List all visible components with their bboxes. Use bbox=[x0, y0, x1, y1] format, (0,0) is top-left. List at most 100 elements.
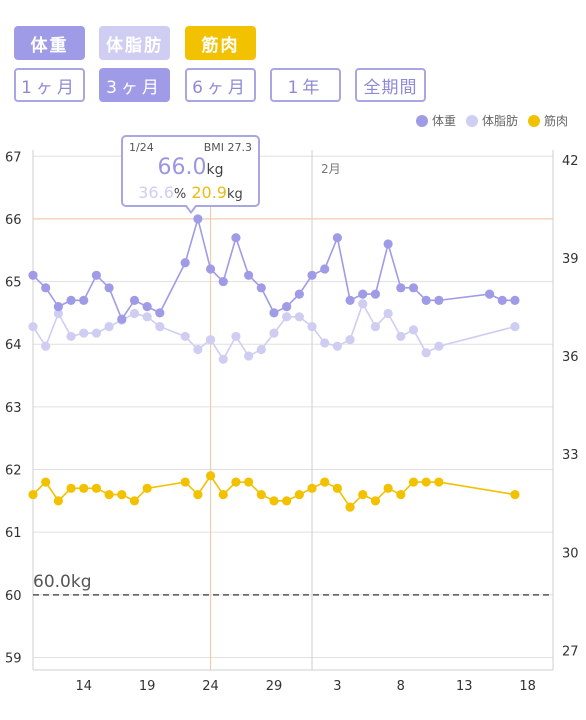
weight-data-point[interactable] bbox=[421, 295, 431, 305]
weight-data-point[interactable] bbox=[28, 270, 38, 280]
metric-tab-muscle[interactable]: 筋肉 bbox=[185, 26, 256, 60]
period-tab-all-time[interactable]: 全期間 bbox=[355, 68, 426, 102]
body-fat-data-point[interactable] bbox=[41, 341, 51, 351]
weight-data-point[interactable] bbox=[383, 239, 393, 249]
body-fat-data-point[interactable] bbox=[307, 322, 317, 332]
muscle-data-point[interactable] bbox=[180, 477, 190, 487]
muscle-data-point[interactable] bbox=[408, 477, 419, 487]
muscle-data-point[interactable] bbox=[345, 502, 355, 512]
body-fat-data-point[interactable] bbox=[320, 338, 330, 348]
body-fat-data-point[interactable] bbox=[231, 331, 241, 342]
muscle-data-point[interactable] bbox=[231, 477, 241, 487]
body-fat-data-point[interactable] bbox=[129, 308, 140, 319]
legend-item-body-fat[interactable]: 体脂肪 bbox=[465, 112, 518, 129]
body-fat-data-point[interactable] bbox=[383, 308, 393, 319]
muscle-data-point[interactable] bbox=[193, 489, 203, 500]
muscle-data-point[interactable] bbox=[421, 477, 431, 487]
muscle-data-point[interactable] bbox=[332, 483, 342, 493]
muscle-data-point[interactable] bbox=[79, 483, 89, 493]
weight-data-point[interactable] bbox=[66, 295, 76, 305]
weight-data-point[interactable] bbox=[218, 276, 228, 287]
metric-tab-body-fat[interactable]: 体脂肪 bbox=[99, 26, 170, 60]
legend-item-weight[interactable]: 体重 bbox=[415, 112, 456, 129]
weight-data-point[interactable] bbox=[256, 283, 266, 293]
body-fat-data-point[interactable] bbox=[434, 341, 444, 351]
weight-data-point[interactable] bbox=[193, 214, 203, 224]
muscle-data-point[interactable] bbox=[294, 489, 304, 500]
weight-data-point[interactable] bbox=[53, 302, 63, 312]
body-fat-data-point[interactable] bbox=[53, 308, 63, 319]
weight-data-point[interactable] bbox=[91, 270, 102, 280]
weight-data-point[interactable] bbox=[510, 295, 520, 305]
period-tab-3-months[interactable]: 3ヶ月 bbox=[99, 68, 170, 102]
muscle-data-point[interactable] bbox=[41, 477, 51, 487]
body-fat-data-point[interactable] bbox=[28, 322, 38, 332]
weight-data-point[interactable] bbox=[282, 302, 292, 312]
body-fat-data-point[interactable] bbox=[370, 322, 381, 332]
weight-data-point[interactable] bbox=[484, 289, 495, 299]
body-fat-data-point[interactable] bbox=[142, 312, 152, 322]
muscle-data-point[interactable] bbox=[282, 496, 292, 506]
muscle-data-point[interactable] bbox=[117, 489, 127, 500]
body-fat-data-point[interactable] bbox=[79, 328, 89, 338]
weight-data-point[interactable] bbox=[142, 302, 152, 312]
weight-data-point[interactable] bbox=[269, 308, 279, 318]
body-fat-data-point[interactable] bbox=[104, 322, 114, 332]
weight-data-point[interactable] bbox=[332, 233, 342, 243]
weight-data-point[interactable] bbox=[307, 270, 317, 280]
period-tab-1-year[interactable]: 1年 bbox=[270, 68, 341, 102]
body-fat-data-point[interactable] bbox=[244, 351, 254, 361]
muscle-data-point[interactable] bbox=[510, 489, 520, 500]
body-fat-data-point[interactable] bbox=[282, 312, 292, 322]
muscle-data-point[interactable] bbox=[320, 477, 330, 487]
weight-data-point[interactable] bbox=[370, 289, 381, 299]
body-fat-data-point[interactable] bbox=[91, 328, 102, 338]
body-fat-data-point[interactable] bbox=[193, 344, 203, 355]
muscle-data-point[interactable] bbox=[434, 477, 444, 487]
weight-data-point[interactable] bbox=[41, 283, 51, 293]
weight-data-point[interactable] bbox=[320, 264, 330, 274]
legend-item-muscle[interactable]: 筋肉 bbox=[527, 112, 568, 129]
body-fat-data-point[interactable] bbox=[421, 348, 431, 358]
body-fat-data-point[interactable] bbox=[205, 335, 216, 345]
body-fat-data-point[interactable] bbox=[269, 328, 279, 338]
body-fat-data-point[interactable] bbox=[332, 341, 342, 351]
body-fat-data-point[interactable] bbox=[66, 331, 76, 342]
body-fat-data-point[interactable] bbox=[358, 299, 368, 309]
muscle-data-point[interactable] bbox=[104, 489, 114, 500]
muscle-data-point[interactable] bbox=[256, 489, 266, 500]
body-fat-data-point[interactable] bbox=[180, 331, 190, 342]
muscle-data-point[interactable] bbox=[91, 483, 102, 493]
muscle-data-point[interactable] bbox=[205, 471, 216, 481]
muscle-data-point[interactable] bbox=[358, 489, 368, 500]
weight-data-point[interactable] bbox=[231, 233, 241, 243]
period-tab-6-months[interactable]: 6ヶ月 bbox=[185, 68, 256, 102]
body-fat-data-point[interactable] bbox=[408, 325, 419, 335]
weight-data-point[interactable] bbox=[345, 295, 355, 305]
weight-data-point[interactable] bbox=[129, 295, 140, 305]
weight-data-point[interactable] bbox=[497, 295, 507, 305]
weight-data-point[interactable] bbox=[117, 314, 127, 324]
muscle-data-point[interactable] bbox=[129, 496, 140, 506]
weight-data-point[interactable] bbox=[180, 258, 190, 268]
weight-data-point[interactable] bbox=[396, 283, 406, 293]
metric-tab-weight[interactable]: 体重 bbox=[14, 26, 85, 60]
muscle-data-point[interactable] bbox=[66, 483, 76, 493]
weight-data-point[interactable] bbox=[244, 270, 254, 280]
body-fat-data-point[interactable] bbox=[256, 344, 266, 355]
weight-data-point[interactable] bbox=[434, 295, 444, 305]
muscle-data-point[interactable] bbox=[370, 496, 381, 506]
muscle-data-point[interactable] bbox=[28, 489, 38, 500]
muscle-data-point[interactable] bbox=[307, 483, 317, 493]
weight-data-point[interactable] bbox=[408, 283, 419, 293]
muscle-data-point[interactable] bbox=[269, 496, 279, 506]
body-fat-data-point[interactable] bbox=[155, 322, 165, 332]
muscle-data-point[interactable] bbox=[383, 483, 393, 493]
body-fat-data-point[interactable] bbox=[345, 335, 355, 345]
muscle-data-point[interactable] bbox=[142, 483, 152, 493]
body-fat-data-point[interactable] bbox=[510, 322, 520, 332]
weight-data-point[interactable] bbox=[155, 308, 165, 318]
body-fat-data-point[interactable] bbox=[396, 331, 406, 342]
weight-data-point[interactable] bbox=[79, 295, 89, 305]
